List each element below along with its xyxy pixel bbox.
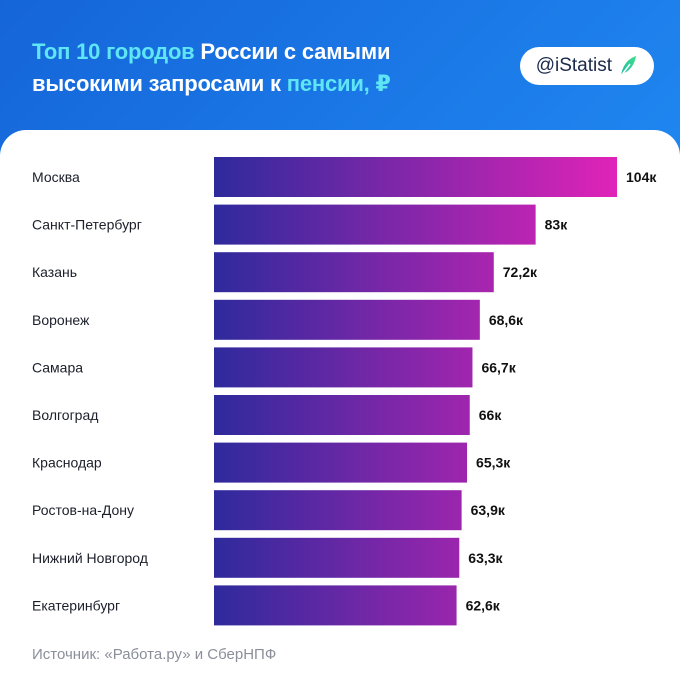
value-label: 104к [626,169,657,185]
bar [214,442,468,483]
category-label: Москва [32,169,80,185]
category-label: Самара [32,359,83,375]
category-label: Санкт-Петербург [32,217,142,233]
bar [214,395,470,435]
category-label: Нижний Новгород [32,550,148,566]
page-title: Топ 10 городов России с самыми высокими … [32,36,462,100]
value-label: 63,9к [471,502,506,518]
bar [214,204,536,245]
title-highlight-pension: пенсии [286,71,364,96]
value-label: 66,7к [481,359,516,375]
category-label: Казань [32,264,77,280]
bar [214,252,494,293]
value-label: 63,3к [468,550,503,566]
bar [214,585,457,626]
category-label: Екатеринбург [32,597,120,613]
value-label: 65,3к [476,455,511,471]
category-label: Ростов-на-Дону [32,502,134,518]
bar [214,299,480,340]
source-note: Источник: «Работа.ру» и СберНПФ [32,646,277,663]
bar [214,537,460,578]
brand-label: @iStatist [535,55,612,76]
category-label: Краснодар [32,455,102,471]
value-label: 68,6к [489,312,524,328]
category-label: Воронеж [32,312,90,328]
value-label: 83к [545,217,569,233]
title-highlight: Топ 10 городов [32,39,195,64]
bar [214,490,462,531]
category-label: Волгоград [32,407,98,423]
title-text: России с самыми высокими запросами к [32,39,391,96]
value-label: 62,6к [466,597,501,613]
bar [214,347,473,388]
feather-icon [620,56,636,77]
brand-badge[interactable]: @iStatist [519,47,654,85]
value-label: 66к [479,407,503,423]
bar [214,157,617,197]
title-currency: , ₽ [363,71,391,96]
value-label: 72,2к [503,264,538,280]
